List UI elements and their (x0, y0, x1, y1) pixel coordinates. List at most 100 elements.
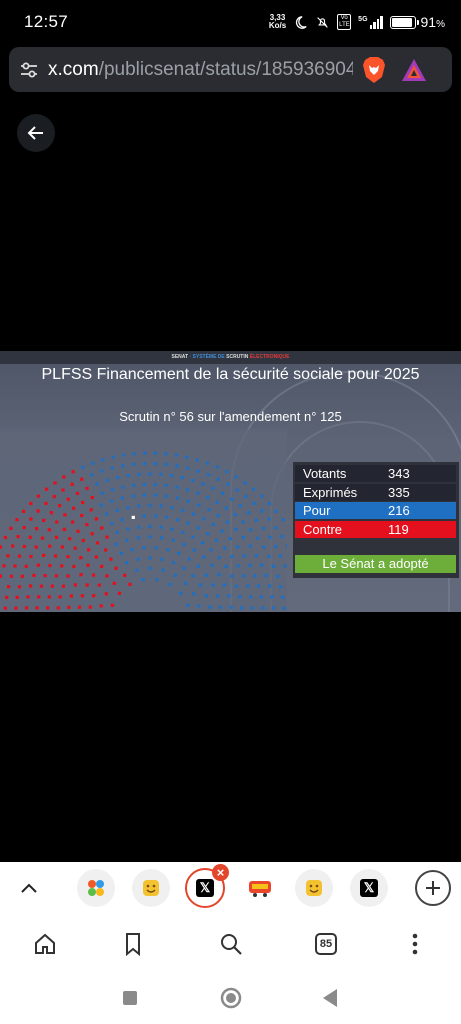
senator-seat (159, 472, 163, 476)
address-bar[interactable]: x.com/publicsenat/status/185936904 (9, 47, 452, 92)
new-tab-button[interactable] (415, 870, 451, 906)
tab-sticker[interactable] (241, 869, 279, 907)
senator-seat (201, 482, 205, 486)
senator-seat (71, 470, 75, 474)
senator-seat (99, 503, 103, 507)
senator-seat (137, 504, 141, 508)
senator-seat (261, 606, 265, 610)
senator-seat (272, 564, 276, 568)
network-type: 5G (358, 15, 368, 23)
senator-seat (175, 464, 179, 468)
senator-seat (191, 574, 195, 578)
senator-seat (216, 594, 220, 598)
senator-seat (120, 496, 124, 500)
senator-seat (55, 535, 59, 539)
senator-seat (86, 563, 90, 567)
senator-seat (72, 564, 76, 569)
senator-seat (135, 568, 139, 572)
senator-seat (170, 506, 174, 510)
senator-seat (92, 594, 96, 598)
senator-seat (94, 555, 98, 559)
senator-seat (137, 525, 141, 529)
back-button[interactable] (17, 114, 55, 152)
senator-seat (196, 526, 200, 530)
senator-seat (87, 548, 91, 552)
senator-seat (137, 472, 141, 476)
senator-seat (224, 506, 228, 510)
senator-seat (185, 488, 189, 492)
senator-seat (13, 564, 17, 568)
senator-seat (164, 462, 168, 466)
home-button[interactable] (32, 931, 58, 957)
header-systeme: · SYSTÈME DE (188, 354, 227, 360)
senator-seat (22, 526, 26, 530)
senator-seat (191, 535, 195, 539)
senator-seat (160, 536, 164, 540)
more-vertical-icon (412, 933, 418, 955)
senator-seat (257, 584, 261, 588)
senator-seat (28, 584, 33, 588)
senator-seat (215, 538, 219, 543)
senator-seat (179, 591, 183, 595)
senator-seat (186, 499, 190, 503)
home-circle-icon[interactable] (219, 986, 243, 1010)
tab-x-2[interactable]: 𝕏 (350, 869, 388, 907)
bookmarks-button[interactable] (120, 931, 146, 957)
senator-seat (136, 536, 140, 540)
vote-title: PLFSS Financement de la sécurité sociale… (41, 366, 420, 383)
senator-seat (230, 555, 234, 559)
senator-seat (105, 478, 109, 482)
battery-icon (389, 15, 419, 29)
tab-switcher-button[interactable]: 85 (313, 931, 339, 957)
tab-smiley-1[interactable] (132, 869, 170, 907)
senator-seat (260, 494, 264, 498)
senator-seat (85, 523, 89, 527)
senator-seat (16, 535, 20, 539)
senator-seat (181, 530, 185, 535)
senator-seat (268, 535, 272, 539)
browser-toolbar: 85 (0, 914, 461, 974)
senator-seat (44, 501, 48, 505)
senator-seat (101, 458, 105, 462)
recents-icon[interactable] (121, 989, 139, 1007)
site-settings-icon[interactable] (19, 60, 39, 80)
senator-seat (271, 606, 276, 610)
tab-count: 85 (315, 933, 337, 955)
arrow-left-icon (27, 126, 43, 140)
back-triangle-icon[interactable] (320, 987, 340, 1009)
senator-seat (80, 477, 84, 481)
url-text[interactable]: x.com/publicsenat/status/185936904 (48, 59, 353, 81)
search-button[interactable] (218, 931, 244, 957)
smiley-icon (306, 880, 322, 896)
senator-seat (165, 515, 169, 519)
url-host: x.com (48, 58, 99, 80)
senator-seat (217, 556, 221, 560)
close-tab-icon[interactable]: × (212, 864, 229, 881)
brave-shields-icon[interactable] (361, 56, 387, 84)
x-icon: 𝕏 (196, 879, 214, 897)
chevron-up-icon[interactable] (17, 876, 41, 900)
senator-seat (130, 548, 134, 552)
pour-value: 216 (388, 503, 410, 518)
senator-seat (267, 517, 271, 521)
menu-button[interactable] (402, 931, 428, 957)
tab-x-active[interactable]: 𝕏 × (185, 864, 229, 908)
senator-seat (110, 499, 114, 503)
senator-seat (220, 491, 225, 495)
senator-seat (253, 574, 257, 578)
senator-seat (54, 574, 59, 578)
senator-seat (184, 581, 188, 585)
senator-seat (121, 453, 126, 457)
senator-seat (227, 594, 231, 598)
home-icon (35, 933, 55, 954)
senator-seat (62, 527, 66, 531)
brave-rewards-icon[interactable] (401, 58, 427, 82)
x-icon: 𝕏 (360, 879, 378, 897)
senator-seat (110, 521, 114, 525)
tab-smiley-2[interactable] (295, 869, 333, 907)
tab-gallery[interactable] (77, 869, 115, 907)
senator-seat (71, 520, 75, 524)
volte-icon: Vo LTE (337, 14, 352, 30)
senator-seat (191, 478, 195, 482)
hemicycle-panel (0, 429, 287, 612)
